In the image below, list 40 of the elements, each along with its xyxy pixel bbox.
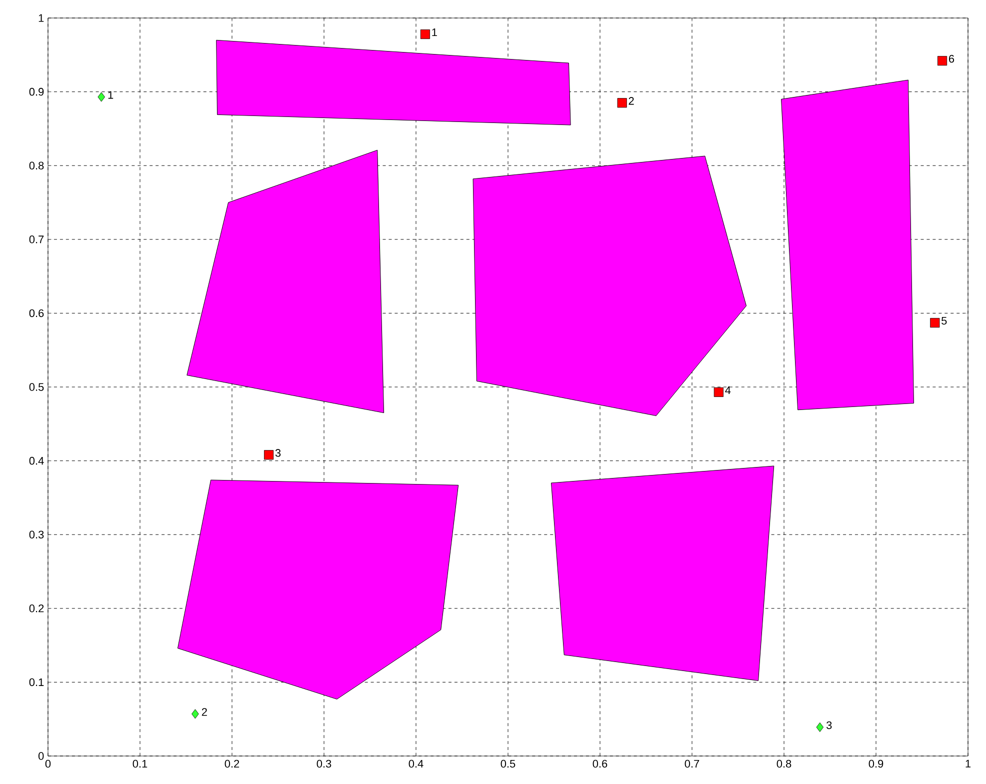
y-tick-label: 0.4 <box>29 456 44 465</box>
point <box>192 709 199 719</box>
y-tick-label: 0.5 <box>29 383 44 391</box>
y-tick-label: 0.2 <box>29 604 44 612</box>
y-tick-label: 0.9 <box>29 88 44 96</box>
point <box>98 92 105 102</box>
point <box>937 56 948 66</box>
point <box>420 29 430 40</box>
y-tick-label: 0.7 <box>29 236 44 244</box>
annotation: 2 <box>202 708 207 716</box>
annotation: 1 <box>432 28 437 36</box>
x-tick-label: 1 <box>966 760 971 768</box>
point <box>264 450 274 460</box>
annotation: 3 <box>275 449 281 457</box>
point <box>714 387 724 397</box>
point <box>617 98 627 108</box>
y-tick-label: 0.8 <box>29 162 44 170</box>
x-tick-label: 0.3 <box>316 760 332 768</box>
x-tick-label: 0.1 <box>132 760 148 768</box>
point <box>930 318 940 328</box>
x-tick-label: 0.6 <box>592 760 608 768</box>
x-tick-label: 0.4 <box>408 760 424 768</box>
annotation: 3 <box>826 721 832 730</box>
annotation: 6 <box>948 54 954 63</box>
y-tick-label: 0.1 <box>29 678 44 686</box>
point <box>816 722 824 732</box>
annotation: 5 <box>942 316 947 325</box>
y-tick-label: 0.6 <box>29 309 44 318</box>
annotation: 2 <box>628 97 634 105</box>
annotation: 1 <box>108 91 114 99</box>
y-tick-label: 1 <box>38 14 44 22</box>
y-tick-label: 0 <box>38 752 44 760</box>
x-tick-label: 0.7 <box>684 760 700 768</box>
x-tick-label: 0 <box>45 760 51 768</box>
x-tick-label: 0.8 <box>776 760 792 768</box>
y-tick-label: 0.3 <box>29 530 44 538</box>
x-tick-label: 0.9 <box>868 760 884 768</box>
annotation: 4 <box>725 386 731 394</box>
x-tick-label: 0.5 <box>500 760 516 768</box>
x-tick-label: 0.2 <box>224 760 240 768</box>
